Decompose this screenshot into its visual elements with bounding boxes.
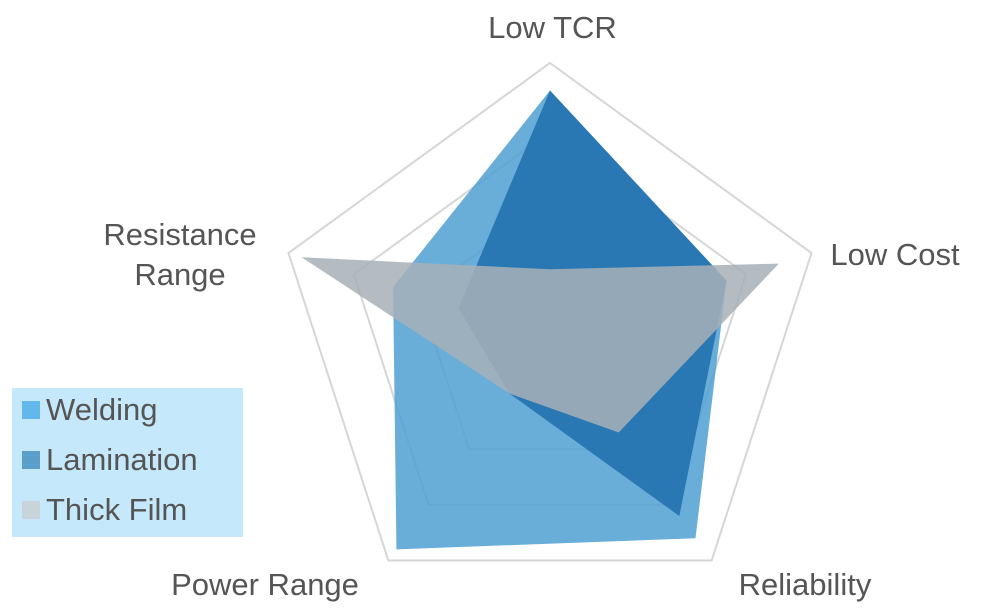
legend: Welding Lamination Thick Film	[12, 388, 243, 537]
axis-label: Low TCR	[488, 10, 617, 45]
legend-label: Lamination	[46, 442, 198, 477]
legend-item: Thick Film	[22, 490, 187, 530]
legend-swatch	[22, 501, 40, 519]
legend-label: Welding	[46, 392, 158, 427]
legend-swatch	[22, 401, 40, 419]
series-area	[301, 257, 779, 433]
legend-item: Lamination	[22, 440, 198, 480]
axis-label: Low Cost	[830, 237, 960, 272]
legend-item: Welding	[22, 390, 157, 430]
axis-label: Resistance Range	[103, 217, 257, 292]
grid-ring	[287, 61, 813, 562]
axis-label: Reliability	[738, 567, 872, 602]
legend-swatch	[22, 451, 40, 469]
axis-label: Power Range	[171, 567, 359, 602]
legend-label: Thick Film	[46, 492, 188, 527]
